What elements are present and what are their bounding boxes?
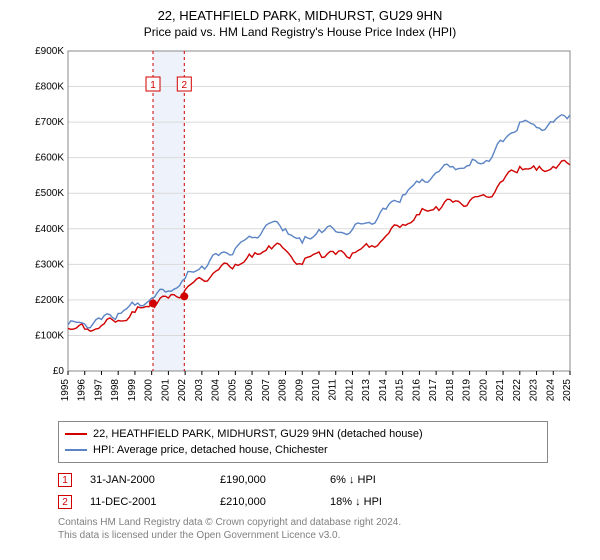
svg-text:£600K: £600K	[35, 153, 64, 164]
svg-text:2: 2	[182, 80, 188, 91]
svg-text:2023: 2023	[529, 379, 540, 402]
marker-price: £210,000	[220, 496, 330, 508]
svg-text:2018: 2018	[445, 379, 456, 402]
svg-text:2016: 2016	[411, 379, 422, 402]
footer-attribution: Contains HM Land Registry data © Crown c…	[58, 517, 590, 542]
price-chart: £0 £100K £200K £300K £400K £500K £600K £700K £80…	[20, 45, 580, 415]
svg-text:1995: 1995	[60, 379, 71, 402]
legend-row: 22, HEATHFIELD PARK, MIDHURST, GU29 9HN …	[65, 426, 541, 442]
svg-text:2015: 2015	[395, 379, 406, 402]
svg-text:£200K: £200K	[35, 295, 64, 306]
svg-text:2002: 2002	[177, 379, 188, 402]
svg-text:1998: 1998	[110, 379, 121, 402]
svg-text:2005: 2005	[227, 379, 238, 402]
svg-text:2009: 2009	[294, 379, 305, 402]
legend-label: 22, HEATHFIELD PARK, MIDHURST, GU29 9HN …	[93, 428, 423, 440]
svg-text:2020: 2020	[478, 379, 489, 402]
svg-text:2011: 2011	[328, 379, 339, 401]
legend-swatch	[65, 433, 87, 435]
marker-price: £190,000	[220, 474, 330, 486]
svg-text:2021: 2021	[495, 379, 506, 402]
svg-text:£700K: £700K	[35, 117, 64, 128]
chart-title: 22, HEATHFIELD PARK, MIDHURST, GU29 9HN	[10, 8, 590, 23]
marker-date: 11-DEC-2001	[90, 496, 220, 508]
svg-text:2019: 2019	[462, 379, 473, 402]
svg-text:1997: 1997	[93, 379, 104, 402]
legend-label: HPI: Average price, detached house, Chic…	[93, 444, 328, 456]
marker-pct: 18% ↓ HPI	[330, 496, 460, 508]
svg-text:2024: 2024	[545, 379, 556, 402]
svg-text:£800K: £800K	[35, 82, 64, 93]
sale-marker-row: 2 11-DEC-2001£210,00018% ↓ HPI	[58, 491, 590, 513]
footer-line1: Contains HM Land Registry data © Crown c…	[58, 517, 590, 530]
legend-swatch	[65, 449, 87, 451]
svg-text:1996: 1996	[77, 379, 88, 402]
marker-pct: 6% ↓ HPI	[330, 474, 460, 486]
svg-text:£400K: £400K	[35, 224, 64, 235]
svg-text:£900K: £900K	[35, 46, 64, 57]
svg-text:2010: 2010	[311, 379, 322, 402]
svg-text:2003: 2003	[194, 379, 205, 402]
svg-text:2006: 2006	[244, 379, 255, 402]
svg-text:2004: 2004	[211, 379, 222, 402]
svg-text:2014: 2014	[378, 379, 389, 402]
svg-text:2007: 2007	[261, 379, 272, 402]
svg-text:1: 1	[150, 80, 156, 91]
svg-text:£100K: £100K	[35, 330, 64, 341]
sale-marker-row: 1 31-JAN-2000£190,0006% ↓ HPI	[58, 469, 590, 491]
footer-line2: This data is licensed under the Open Gov…	[58, 530, 590, 543]
svg-text:£300K: £300K	[35, 259, 64, 270]
svg-text:£500K: £500K	[35, 188, 64, 199]
svg-text:2025: 2025	[562, 379, 573, 402]
legend-row: HPI: Average price, detached house, Chic…	[65, 442, 541, 458]
marker-date: 31-JAN-2000	[90, 474, 220, 486]
svg-text:2000: 2000	[144, 379, 155, 402]
svg-text:2008: 2008	[278, 379, 289, 402]
svg-text:2013: 2013	[361, 379, 372, 402]
svg-text:2017: 2017	[428, 379, 439, 402]
marker-badge: 2	[58, 495, 72, 509]
legend: 22, HEATHFIELD PARK, MIDHURST, GU29 9HN …	[58, 421, 548, 463]
svg-text:£0: £0	[53, 366, 65, 377]
svg-text:1999: 1999	[127, 379, 138, 402]
svg-text:2001: 2001	[160, 379, 171, 402]
svg-text:2012: 2012	[344, 379, 355, 402]
svg-text:2022: 2022	[512, 379, 523, 402]
sale-markers: 1 31-JAN-2000£190,0006% ↓ HPI 2 11-DEC-2001…	[58, 469, 590, 513]
marker-badge: 1	[58, 473, 72, 487]
chart-subtitle: Price paid vs. HM Land Registry's House …	[10, 25, 590, 39]
